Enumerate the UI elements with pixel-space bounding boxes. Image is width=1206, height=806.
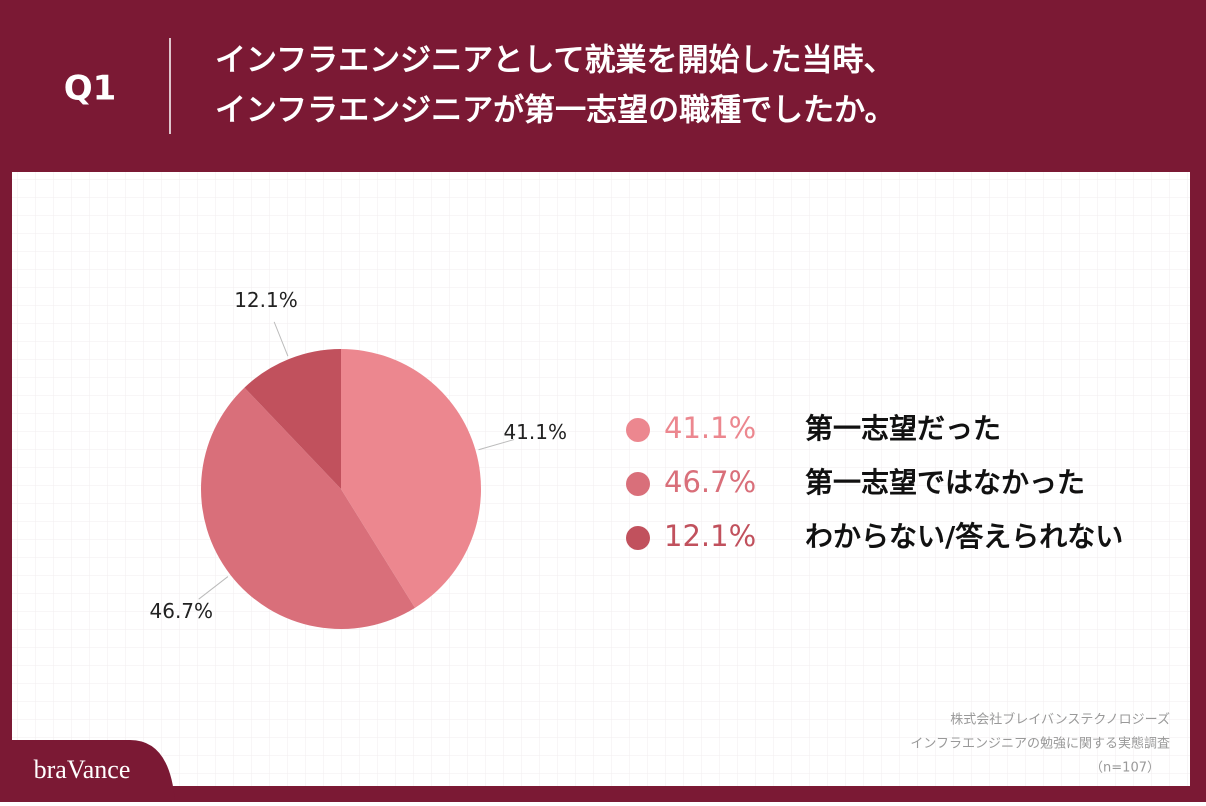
- data-label: 46.7%: [150, 599, 214, 623]
- source-line: 株式会社ブレイバンステクノロジーズ: [950, 712, 1170, 728]
- legend-marker: [626, 418, 650, 442]
- logo: braVance: [34, 755, 131, 784]
- leader-line: [478, 439, 515, 451]
- legend-marker: [626, 472, 650, 496]
- title-line: インフラエンジニアとして就業を開始した当時、: [215, 43, 895, 79]
- legend-value: 46.7%: [664, 465, 756, 499]
- legend-label: 第一志望ではなかった: [805, 466, 1085, 499]
- legend-value: 41.1%: [664, 411, 756, 445]
- leader-line: [273, 321, 289, 357]
- source-line: インフラエンジニアの勉強に関する実態調査: [910, 736, 1170, 752]
- pie-slice: [244, 349, 341, 489]
- title-line: インフラエンジニアが第一志望の職種でしたか。: [215, 93, 895, 129]
- data-label: 41.1%: [503, 420, 567, 444]
- pie-slice: [341, 349, 482, 608]
- legend-value: 12.1%: [664, 519, 756, 553]
- pie-slice: [201, 387, 415, 629]
- leader-line: [198, 576, 229, 600]
- source-line: （n=107）: [1090, 761, 1160, 776]
- data-label: 12.1%: [234, 288, 298, 312]
- legend-label: 第一志望だった: [805, 412, 1001, 445]
- legend-label: わからない/答えられない: [805, 520, 1123, 553]
- logo-tab: [0, 740, 175, 802]
- legend-marker: [626, 526, 650, 550]
- question-label: Q1: [64, 69, 117, 109]
